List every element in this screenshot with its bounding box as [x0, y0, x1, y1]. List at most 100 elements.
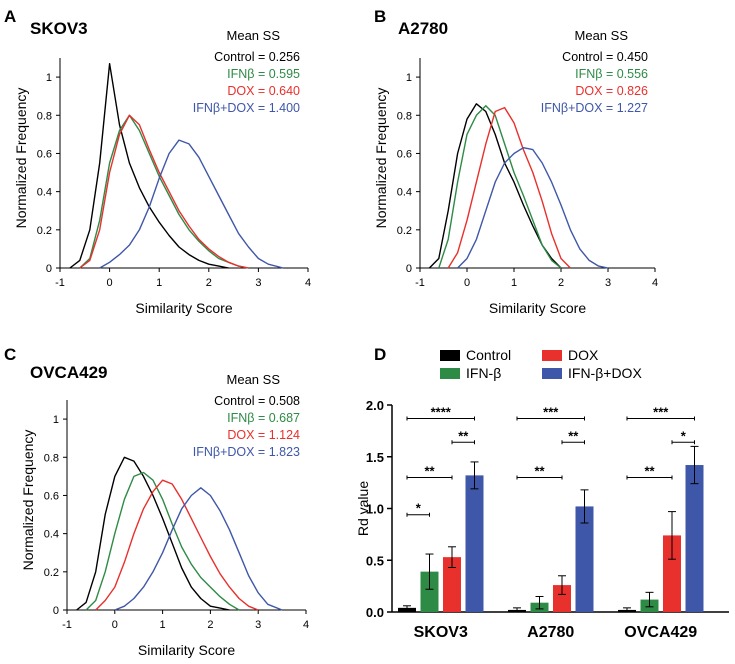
series-line-dox — [447, 106, 571, 269]
significance-label: *** — [653, 404, 669, 419]
significance-label: **** — [431, 404, 452, 419]
legend-label: IFN-β+DOX — [568, 365, 642, 381]
y-tick-label: 0.2 — [44, 567, 59, 579]
y-tick-label: 0.8 — [37, 110, 52, 122]
y-tick-label: 1 — [46, 72, 52, 84]
panel-letter: D — [374, 345, 386, 364]
y-tick-label: 1.5 — [366, 450, 384, 465]
x-tick-label: -1 — [415, 277, 425, 289]
significance-label: *** — [543, 404, 559, 419]
y-tick-label: 0.4 — [397, 187, 412, 199]
x-category-label: OVCA429 — [624, 624, 697, 641]
series-line-combo — [114, 487, 283, 611]
legend-label: Control — [466, 347, 511, 363]
x-axis-label: Similarity Score — [135, 300, 232, 316]
series-line-combo — [457, 146, 609, 269]
x-tick-label: -1 — [55, 277, 65, 289]
series-line-control — [69, 63, 229, 269]
series-line-ifnb — [79, 114, 249, 269]
x-category-label: SKOV3 — [414, 624, 468, 641]
x-axis-label: Similarity Score — [489, 300, 586, 316]
panel-letter: C — [4, 345, 16, 364]
x-tick-label: 4 — [652, 277, 658, 289]
series-line-ifnb — [438, 104, 562, 269]
legend-swatch-dox — [542, 350, 562, 361]
series-line-dox — [79, 114, 249, 269]
y-tick-label: 0.4 — [37, 187, 52, 199]
y-tick-label: 0 — [406, 263, 412, 275]
bar-combo — [685, 465, 704, 612]
y-tick-label: 0.5 — [366, 553, 384, 568]
x-tick-label: 1 — [156, 277, 162, 289]
legend-swatch-control — [440, 350, 460, 361]
mean-control: Control = 0.508 — [214, 394, 300, 408]
x-tick-label: 1 — [160, 619, 166, 631]
x-axis-label: Similarity Score — [138, 642, 235, 658]
significance-label: * — [416, 501, 422, 516]
x-tick-label: 2 — [207, 619, 213, 631]
mean-header: Mean SS — [227, 28, 281, 43]
panel-title: OVCA429 — [30, 363, 107, 382]
y-tick-label: 0.6 — [37, 148, 52, 160]
legend-swatch-combo — [542, 368, 562, 379]
mean-ifnb: IFNβ = 0.687 — [227, 411, 300, 425]
x-tick-label: 2 — [558, 277, 564, 289]
mean-combo: IFNβ+DOX = 1.400 — [193, 101, 300, 115]
y-tick-label: 0 — [46, 263, 52, 275]
significance-label: ** — [644, 463, 655, 478]
y-tick-label: 1 — [406, 72, 412, 84]
panel-title: SKOV3 — [30, 19, 88, 38]
bar-ifnb — [420, 571, 439, 612]
y-axis-label: Normalized Frequency — [13, 88, 29, 229]
mean-combo: IFNβ+DOX = 1.823 — [193, 445, 300, 459]
mean-dox: DOX = 0.640 — [227, 84, 300, 98]
bar-dox — [443, 557, 461, 612]
x-tick-label: 4 — [303, 619, 309, 631]
y-tick-label: 0.0 — [366, 605, 384, 620]
y-tick-label: 1 — [53, 414, 59, 426]
mean-control: Control = 0.256 — [214, 50, 300, 64]
y-tick-label: 0.2 — [37, 225, 52, 237]
bar-combo — [575, 506, 594, 612]
series-line-dox — [95, 479, 259, 611]
y-tick-label: 2.0 — [366, 398, 384, 413]
legend-label: IFN-β — [466, 365, 501, 381]
y-tick-label: 1.0 — [366, 502, 384, 517]
legend-label: DOX — [568, 347, 599, 363]
y-tick-label: 0 — [53, 605, 59, 617]
significance-label: ** — [568, 428, 579, 443]
x-tick-label: 3 — [255, 277, 261, 289]
x-tick-label: 3 — [605, 277, 611, 289]
legend-swatch-ifnb — [440, 368, 460, 379]
significance-label: ** — [424, 463, 435, 478]
x-tick-label: 1 — [511, 277, 517, 289]
significance-label: * — [681, 428, 687, 443]
y-tick-label: 0.8 — [44, 452, 59, 464]
mean-dox: DOX = 1.124 — [227, 428, 300, 442]
panel-d: D 0.0 0.5 1.0 1.5 2.0 Rd value Control IFN-β DOX I… — [355, 345, 729, 641]
x-tick-label: 0 — [464, 277, 470, 289]
series-line-combo — [99, 139, 284, 269]
mean-dox: DOX = 0.826 — [575, 84, 648, 98]
mean-header: Mean SS — [227, 372, 281, 387]
x-tick-label: -1 — [62, 619, 72, 631]
y-tick-label: 0.2 — [397, 225, 412, 237]
y-tick-label: 0.6 — [397, 148, 412, 160]
panel-letter: B — [374, 7, 386, 26]
y-axis-label: Normalized Frequency — [373, 88, 389, 229]
x-tick-label: 2 — [206, 277, 212, 289]
mean-control: Control = 0.450 — [562, 50, 648, 64]
mean-combo: IFNβ+DOX = 1.227 — [541, 101, 648, 115]
bar-dox — [553, 585, 571, 612]
y-axis-label: Normalized Frequency — [20, 430, 36, 571]
mean-header: Mean SS — [575, 28, 629, 43]
significance-label: ** — [534, 463, 545, 478]
x-tick-label: 3 — [255, 619, 261, 631]
series-line-control — [76, 456, 230, 611]
panel-title: A2780 — [398, 19, 448, 38]
bar-combo — [465, 475, 484, 612]
y-tick-label: 0.8 — [397, 110, 412, 122]
